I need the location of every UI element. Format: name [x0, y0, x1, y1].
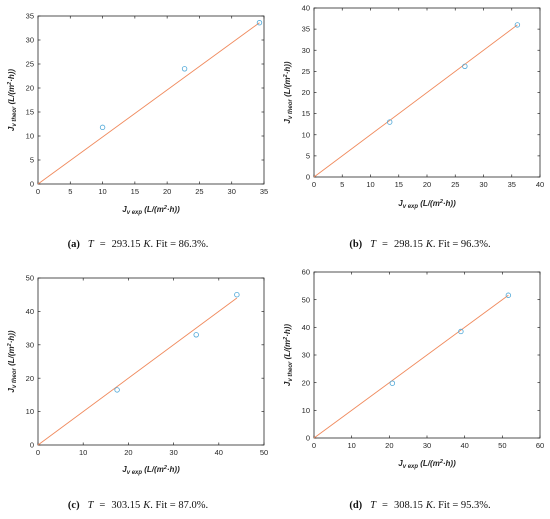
y-tick-label: 10	[26, 132, 34, 141]
plot-area	[37, 15, 265, 185]
data-point	[181, 66, 188, 72]
data-point	[505, 292, 512, 298]
data-point	[99, 124, 106, 131]
data-point	[458, 328, 464, 335]
y-tick-label: 15	[26, 108, 34, 117]
y-tick-label: 40	[302, 323, 310, 332]
x-tick-label: 20	[423, 180, 431, 189]
y-tick-label: 25	[26, 60, 34, 69]
x-tick-label: 0	[312, 441, 316, 450]
panel-caption: (c) T = 303.15 K. Fit = 87.0%.	[68, 500, 208, 511]
y-axis-label: Jv theor (L/(m2·h))	[283, 324, 294, 387]
x-axis-label: Jv exp (L/(m2·h))	[398, 459, 456, 470]
x-tick-label: 60	[536, 441, 544, 450]
y-tick-label: 20	[26, 374, 34, 383]
x-tick-label: 20	[163, 187, 171, 196]
x-tick-label: 30	[423, 441, 431, 450]
x-tick-label: 15	[395, 180, 403, 189]
x-tick-label: 10	[366, 180, 374, 189]
x-axis-label: Jv exp (L/(m2·h))	[122, 465, 180, 476]
x-tick-label: 50	[498, 441, 506, 450]
y-axis-label: Jv theor (L/(m2·h))	[283, 61, 294, 124]
x-tick-label: 5	[340, 180, 344, 189]
x-tick-label: 20	[124, 448, 132, 457]
panel-caption: (d) T = 308.15 K. Fit = 95.3%.	[349, 500, 490, 511]
y-tick-label: 25	[302, 67, 310, 76]
y-tick-label: 50	[26, 274, 34, 283]
chart-panel-d: 0 10 20 30 40 50 60 0 10 20 30 40 50 60 Jv exp (L/(m2·…	[283, 268, 544, 511]
y-tick-label: 10	[302, 406, 310, 415]
data-point	[514, 22, 521, 28]
x-tick-label: 40	[215, 448, 223, 457]
y-tick-label: 30	[26, 36, 34, 45]
x-tick-label: 30	[228, 187, 236, 196]
fit-line	[313, 294, 509, 439]
x-tick-label: 40	[536, 180, 544, 189]
x-tick-label: 50	[260, 448, 268, 457]
y-tick-label: 0	[306, 434, 310, 443]
data-point	[256, 20, 263, 26]
data-point	[234, 292, 240, 298]
x-tick-label: 35	[508, 180, 516, 189]
y-tick-label: 30	[302, 351, 310, 360]
y-tick-label: 50	[302, 295, 310, 304]
x-axis-label: Jv exp (L/(m2·h))	[398, 199, 456, 210]
panel-caption: (b) T = 298.15 K. Fit = 96.3%.	[349, 239, 490, 250]
y-tick-label: 20	[26, 84, 34, 93]
y-tick-label: 0	[30, 441, 34, 450]
x-tick-label: 35	[260, 187, 268, 196]
x-tick-label: 0	[36, 187, 40, 196]
x-tick-label: 10	[347, 441, 355, 450]
y-tick-label: 5	[30, 156, 34, 165]
panel-caption: (a) T = 293.15 K. Fit = 86.3%.	[68, 239, 209, 250]
y-tick-label: 10	[302, 130, 310, 139]
y-tick-label: 60	[302, 268, 310, 277]
x-tick-label: 15	[131, 187, 139, 196]
y-tick-label: 10	[26, 407, 34, 416]
data-point	[389, 380, 396, 386]
x-tick-label: 30	[479, 180, 487, 189]
y-tick-label: 20	[302, 88, 310, 97]
y-axis-label: Jv theor (L/(m2·h))	[7, 69, 18, 132]
x-tick-label: 0	[36, 448, 40, 457]
data-point	[114, 387, 120, 393]
x-tick-label: 30	[169, 448, 177, 457]
data-point	[462, 63, 468, 70]
data-point	[387, 119, 393, 125]
x-tick-label: 20	[385, 441, 393, 450]
chart-panel-b: 0 5 10 15 20 25 30 35 40 0 5 10 15 20 25 30 35 40 Jv exp (…	[283, 4, 544, 250]
y-tick-label: 40	[26, 307, 34, 316]
y-tick-label: 20	[302, 378, 310, 387]
x-tick-label: 25	[195, 187, 203, 196]
y-tick-label: 35	[302, 25, 310, 34]
x-tick-label: 5	[68, 187, 72, 196]
y-tick-label: 15	[302, 109, 310, 118]
data-point	[193, 332, 199, 338]
x-axis-label: Jv exp (L/(m2·h))	[122, 205, 180, 216]
chart-panel-c: 0 10 20 30 40 50 0 10 20 30 40 50 Jv exp (L/(m2·h)) J…	[7, 274, 268, 511]
x-tick-label: 25	[451, 180, 459, 189]
fit-line	[313, 24, 518, 178]
x-tick-label: 40	[460, 441, 468, 450]
chart-panel-a: 0 5 10 15 20 25 30 35 0 5 10 15 20 25 30 35 Jv exp (L/(m…	[7, 12, 268, 250]
x-tick-label: 10	[79, 448, 87, 457]
y-tick-label: 5	[306, 151, 310, 160]
y-axis-label: Jv theor (L/(m2·h))	[7, 330, 18, 393]
y-tick-label: 30	[26, 340, 34, 349]
y-tick-label: 35	[26, 12, 34, 21]
x-tick-label: 0	[312, 180, 316, 189]
x-tick-label: 10	[98, 187, 106, 196]
y-tick-label: 30	[302, 46, 310, 55]
fit-line	[37, 297, 238, 446]
fit-line	[37, 22, 260, 185]
y-tick-label: 40	[302, 4, 310, 13]
y-tick-label: 0	[30, 180, 34, 189]
y-tick-label: 0	[306, 173, 310, 182]
